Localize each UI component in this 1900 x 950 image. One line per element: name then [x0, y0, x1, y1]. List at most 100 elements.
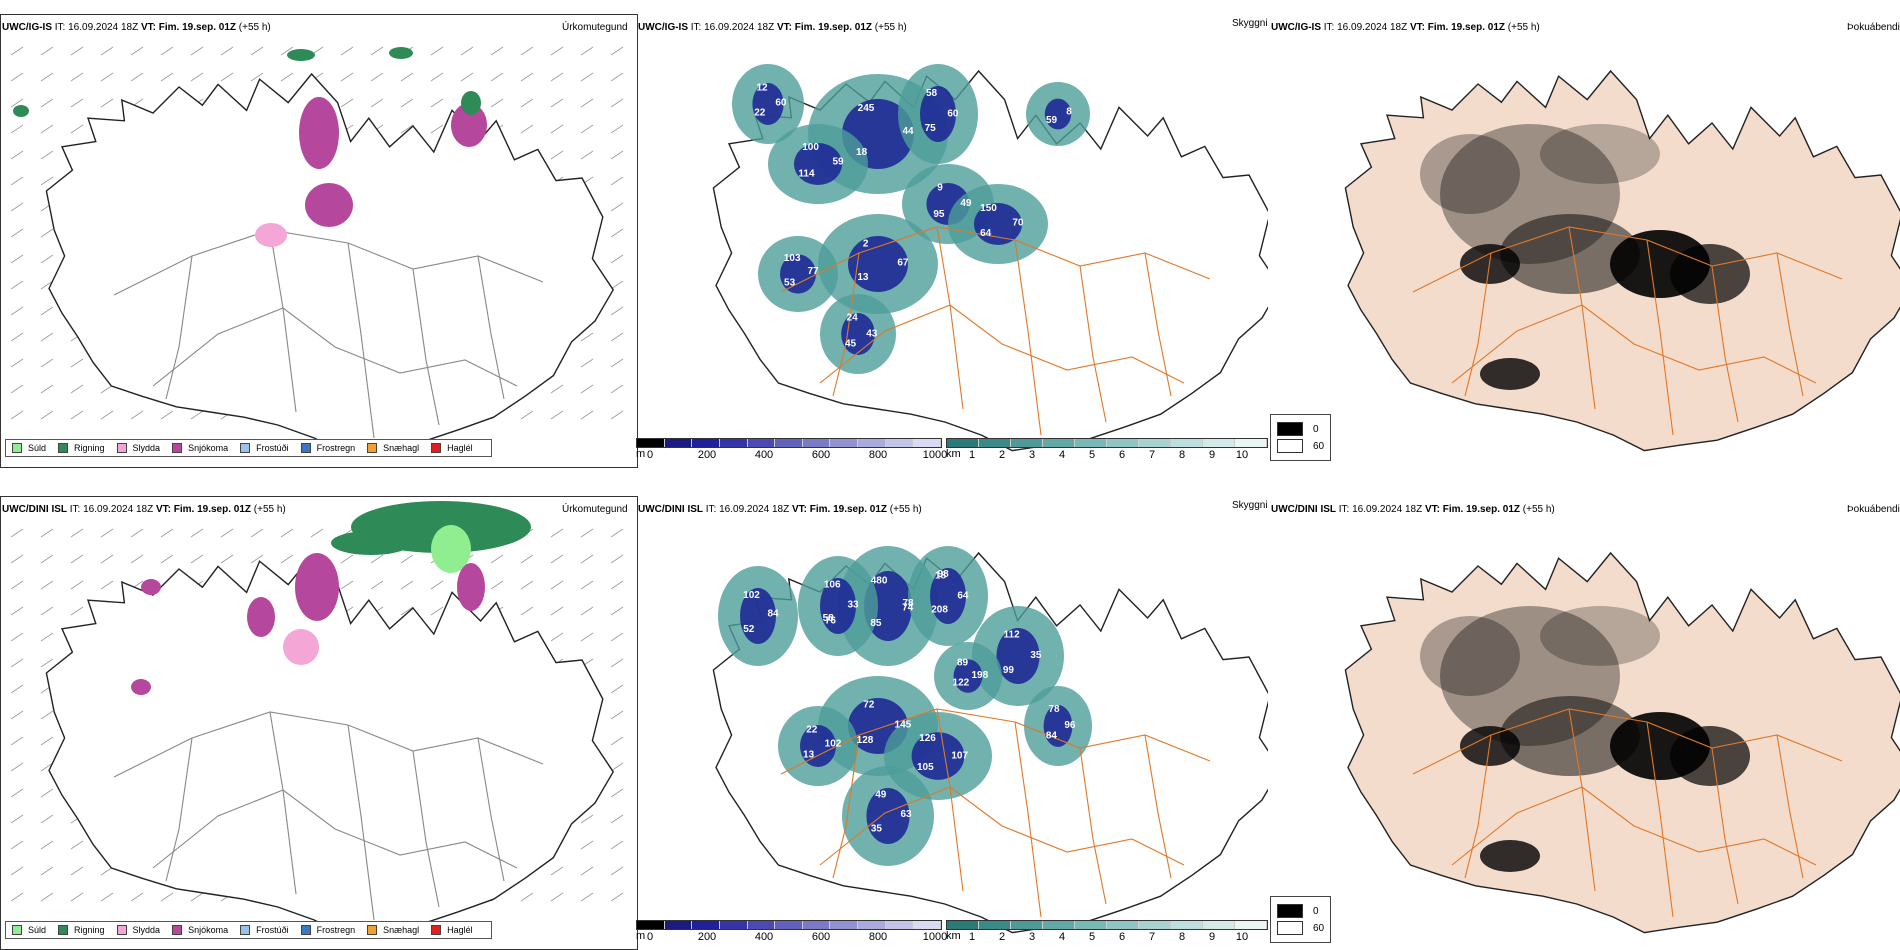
- cloud-base-label: 89: [957, 657, 969, 668]
- wind-barb: [250, 46, 264, 56]
- legend-item: Slydda: [116, 925, 160, 935]
- cloud-base-label: 74: [902, 603, 914, 614]
- colorbar-tick-label: 3: [1028, 449, 1036, 461]
- fog-index-area: [1420, 134, 1520, 214]
- colorbar-tick-label: 9: [1208, 931, 1216, 943]
- fog-legend-row: 0: [1277, 422, 1324, 436]
- it-value: 16.09.2024 18Z: [719, 504, 790, 515]
- cloud-base-label: 100: [802, 142, 819, 153]
- snow-area: [305, 183, 353, 227]
- legend-item: Snjókoma: [172, 925, 228, 935]
- vt-value: Fim. 19.sep. 01Z: [158, 22, 237, 33]
- legend-item: Rigning: [58, 443, 105, 453]
- wind-barb: [130, 554, 144, 564]
- cloud-base-label: 18: [856, 147, 868, 158]
- iceland-coastline: [45, 554, 615, 937]
- wind-barb: [10, 280, 24, 290]
- wind-barb: [610, 814, 624, 824]
- wind-barb: [520, 98, 534, 108]
- wind-barb: [610, 684, 624, 694]
- fog-panel-top: [1270, 14, 1900, 466]
- legend-swatch: [58, 443, 69, 453]
- fog-legend-row: 60: [1277, 439, 1324, 453]
- cloud-base-label: 245: [858, 103, 875, 114]
- cloud-map-top: 44 95 2 77 75 150 59 45 12 8 18 9 67 53 58 70 114 24 60 59 2…: [712, 64, 1268, 452]
- model-name: UWC/IG-IS: [1271, 22, 1321, 33]
- cloud-base-area: [996, 628, 1040, 684]
- wind-barb: [40, 176, 54, 186]
- model-name: UWC/IG-IS: [2, 22, 52, 33]
- wind-barb: [10, 150, 24, 160]
- wind-barb: [520, 892, 534, 902]
- fog-index-legend-top: 0 60: [1270, 414, 1332, 461]
- colorbar-swatch: [1011, 439, 1043, 447]
- wind-barb: [460, 72, 474, 82]
- fog-legend-label: 0: [1313, 423, 1319, 435]
- wind-barb: [520, 72, 534, 82]
- legend-label: Súld: [28, 925, 47, 935]
- precip-panel-top: Súld Rigning Slydda Snjókoma Frostúði Frostre…: [0, 14, 638, 468]
- legend-label: Haglél: [447, 443, 473, 453]
- cloud-title-bottom: UWC/DINI ISL IT: 16.09.2024 18Z VT: Fim.…: [638, 504, 922, 516]
- cloud-base-label: 35: [1030, 650, 1042, 661]
- vt-label: VT:: [1424, 504, 1440, 515]
- wind-barb: [610, 358, 624, 368]
- precip-map-bottom: [10, 501, 624, 937]
- wind-barb: [580, 150, 594, 160]
- wind-barb: [220, 554, 234, 564]
- fog-legend-row: 60: [1277, 921, 1324, 935]
- wind-barb: [10, 332, 24, 342]
- fog-category-top: Þokuábendi: [1847, 22, 1900, 33]
- wind-barb: [10, 814, 24, 824]
- wind-barb: [40, 332, 54, 342]
- vis-colorbar-swatches: [946, 438, 1268, 448]
- colorbar-tick-label: 0: [646, 449, 654, 461]
- vt-value: Fim. 19.sep. 01Z: [1442, 504, 1521, 515]
- legend-label: Súld: [28, 443, 47, 453]
- wind-barb: [40, 358, 54, 368]
- wind-barb: [610, 554, 624, 564]
- wind-barb: [580, 528, 594, 538]
- cloud-base-label: 122: [953, 678, 970, 689]
- model-name: UWC/DINI ISL: [1271, 504, 1336, 515]
- legend-item: Slydda: [116, 443, 160, 453]
- fog-index-area: [1460, 726, 1520, 766]
- road-line: [1711, 747, 1739, 905]
- cloud-base-label: 114: [798, 168, 815, 179]
- vis-unit: km: [946, 930, 961, 942]
- snow-area: [451, 103, 487, 147]
- cloud-base-label: 58: [926, 88, 938, 99]
- cloud-base-label: 2: [863, 239, 869, 250]
- road-line: [832, 734, 860, 879]
- wind-barb: [100, 46, 114, 56]
- colorbar-tick-label: 2: [998, 931, 1006, 943]
- wind-barb: [40, 150, 54, 160]
- colorbar-tick-label: 2: [998, 449, 1006, 461]
- colorbar-tick-label: 6: [1118, 449, 1126, 461]
- wind-barb: [610, 72, 624, 82]
- wind-barb: [40, 98, 54, 108]
- road-line: [1711, 265, 1739, 423]
- legend-item: Súld: [12, 443, 46, 453]
- wind-barb: [10, 384, 24, 394]
- wind-barb: [610, 332, 624, 342]
- legend-item: Frostúði: [240, 925, 289, 935]
- legend-swatch: [431, 925, 442, 935]
- wind-barb: [40, 280, 54, 290]
- wind-barb: [550, 892, 564, 902]
- cloud-base-label: 53: [784, 278, 796, 289]
- colorbar-tick-label: 10: [1235, 449, 1249, 461]
- colorbar-swatch: [719, 439, 748, 447]
- wind-barb: [520, 606, 534, 616]
- wind-barb: [280, 72, 294, 82]
- colorbar-swatch: [979, 921, 1011, 929]
- wind-barb: [190, 554, 204, 564]
- cloud-base-label: 22: [754, 108, 766, 119]
- lead-time: (+55 h): [1522, 504, 1555, 515]
- wind-barb: [430, 98, 444, 108]
- wind-barb: [10, 710, 24, 720]
- colorbar-swatch: [747, 921, 776, 929]
- cloud-base-label: 60: [947, 109, 959, 120]
- vt-value: Fim. 19.sep. 01Z: [173, 504, 252, 515]
- colorbar-tick-label: 200: [697, 449, 717, 461]
